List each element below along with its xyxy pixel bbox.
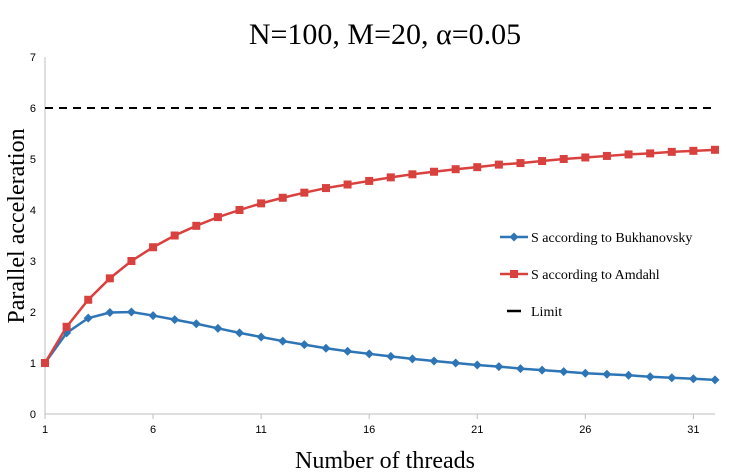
data-point <box>149 243 158 252</box>
data-point <box>148 311 158 321</box>
data-point <box>430 167 439 176</box>
legend-label: S according to Amdahl <box>531 268 660 283</box>
x-tick-label: 16 <box>363 424 375 436</box>
data-point <box>213 213 222 222</box>
data-point <box>386 351 396 361</box>
data-point <box>126 307 136 317</box>
data-point <box>710 375 720 385</box>
data-point <box>84 295 93 304</box>
data-point <box>41 359 49 367</box>
y-axis-label: Parallel acceleration <box>4 128 30 323</box>
data-point <box>494 362 504 372</box>
series-0 <box>40 307 720 385</box>
legend-marker <box>509 232 519 242</box>
series-line <box>43 148 716 364</box>
data-point <box>559 155 568 163</box>
data-point <box>559 367 569 377</box>
data-point <box>689 146 698 155</box>
y-tick-label: 7 <box>30 52 36 64</box>
y-tick-label: 6 <box>30 103 36 115</box>
data-point <box>602 151 611 160</box>
legend-item: S according to Amdahl <box>500 268 660 283</box>
data-point <box>83 313 93 323</box>
data-point <box>667 373 677 383</box>
y-ticks: 0 1 2 3 4 5 6 7 <box>30 52 36 421</box>
data-point <box>170 315 180 325</box>
data-point <box>235 328 245 338</box>
data-point <box>667 147 676 156</box>
data-point <box>278 336 288 346</box>
y-tick-label: 0 <box>30 409 36 421</box>
data-point <box>191 319 201 329</box>
y-tick-label: 5 <box>30 154 36 166</box>
data-point <box>256 332 266 342</box>
data-point <box>343 180 352 189</box>
legend-item: S according to Bukhanovsky <box>500 231 692 246</box>
x-tick-label: 1 <box>42 424 48 436</box>
data-point <box>300 188 309 197</box>
data-point <box>105 308 115 318</box>
data-point <box>473 163 482 172</box>
y-tick-label: 3 <box>30 256 36 268</box>
chart-title: N=100, M=20, α=0.05 <box>249 18 521 51</box>
legend-label: Limit <box>531 305 562 320</box>
y-tick-label: 2 <box>30 307 36 319</box>
data-point <box>429 356 439 366</box>
data-point <box>645 372 655 382</box>
data-point <box>170 231 179 240</box>
y-tick-label: 4 <box>30 205 36 217</box>
data-point <box>602 369 612 379</box>
data-point <box>257 199 266 208</box>
series-line <box>43 310 716 382</box>
legend: S according to Bukhanovsky S according to… <box>500 231 692 320</box>
x-axis-label: Number of threads <box>295 448 475 474</box>
data-point <box>299 340 309 350</box>
data-point <box>127 257 136 265</box>
x-tick-label: 11 <box>255 424 266 436</box>
data-point <box>365 176 374 185</box>
y-tick-label: 1 <box>30 358 36 370</box>
data-point <box>646 149 655 158</box>
data-point <box>278 193 287 202</box>
legend-label: S according to Bukhanovsky <box>531 231 692 246</box>
data-point <box>192 221 201 230</box>
data-point <box>711 145 719 154</box>
data-point <box>494 160 503 169</box>
x-tick-label: 26 <box>579 424 591 436</box>
data-point <box>516 159 525 168</box>
data-point <box>213 323 223 333</box>
data-point <box>538 157 547 166</box>
data-point <box>580 368 590 378</box>
data-point <box>451 165 460 174</box>
x-tick-label: 21 <box>471 424 483 436</box>
data-point <box>581 153 590 162</box>
series-1 <box>41 145 719 367</box>
data-point <box>408 170 417 179</box>
data-point <box>688 374 698 384</box>
data-point <box>235 206 244 214</box>
data-point <box>321 343 331 353</box>
data-point <box>515 364 525 374</box>
data-point <box>105 274 114 283</box>
x-ticks: 1 6 11 16 21 26 31 <box>42 414 700 436</box>
data-point <box>624 370 634 380</box>
data-point <box>321 184 330 193</box>
data-point <box>624 150 633 159</box>
legend-item: Limit <box>507 305 562 320</box>
data-point <box>364 349 374 359</box>
data-point <box>386 173 395 182</box>
data-point <box>62 322 71 331</box>
series-layer <box>40 107 720 385</box>
data-point <box>537 365 547 375</box>
data-point <box>343 346 353 356</box>
data-point <box>472 360 482 370</box>
legend-marker <box>510 270 518 278</box>
data-point <box>451 358 461 368</box>
data-point <box>407 354 417 364</box>
x-tick-label: 6 <box>150 424 156 436</box>
x-tick-label: 31 <box>687 424 699 436</box>
